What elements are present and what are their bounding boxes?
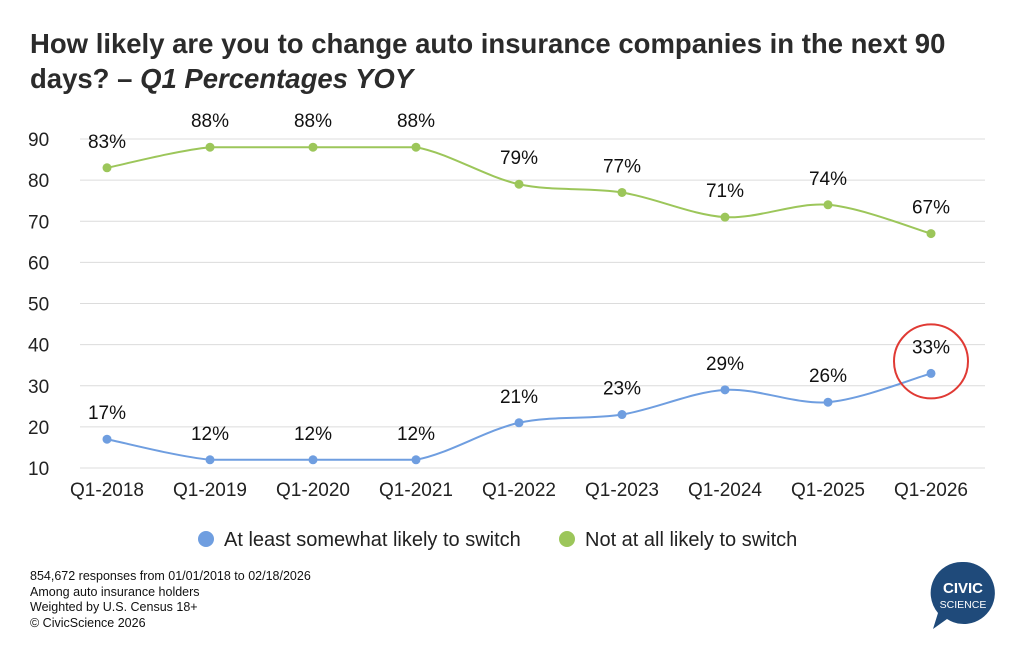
data-label: 88% [191, 111, 229, 132]
data-label: 12% [294, 424, 332, 445]
data-label: 83% [88, 132, 126, 153]
footnote-copyright: © CivicScience 2026 [30, 615, 146, 630]
data-label: 26% [809, 366, 847, 387]
data-label: 88% [294, 111, 332, 132]
y-tick-label: 40 [28, 336, 49, 357]
data-point [617, 410, 627, 420]
grid-lines [80, 138, 985, 469]
civicscience-logo: CIVIC SCIENCE [930, 561, 995, 629]
series-points [102, 142, 936, 465]
data-point [205, 142, 215, 152]
x-axis: Q1-2018 Q1-2019 Q1-2020 Q1-2021 Q1-2022 Q1-20… [70, 480, 968, 501]
legend-label: Not at all likely to switch [585, 529, 797, 551]
logo-speech-bubble [930, 561, 995, 629]
y-axis: 10 20 30 40 50 60 70 80 90 [28, 130, 49, 480]
x-tick-label: Q1-2018 [70, 480, 144, 501]
y-tick-label: 30 [28, 377, 49, 398]
data-label: 23% [603, 379, 641, 400]
y-tick-label: 10 [28, 459, 49, 480]
data-label: 17% [88, 403, 126, 424]
data-point [308, 455, 318, 465]
footnote-population: Among auto insurance holders [30, 584, 200, 599]
data-labels: 17% 12% 12% 12% 21% 23% 29% 26% 33% 83% 88% 88% 88% 7… [88, 111, 950, 445]
y-tick-label: 90 [28, 130, 49, 151]
data-point [823, 200, 833, 210]
data-point [205, 455, 215, 465]
legend-swatch [198, 531, 214, 547]
data-label: 12% [397, 424, 435, 445]
highlight-circle [893, 323, 969, 400]
legend: At least somewhat likely to switch Not at… [198, 529, 797, 551]
data-point [514, 179, 524, 189]
data-point [926, 229, 936, 239]
data-point [308, 142, 318, 152]
line-chart: 10 20 30 40 50 60 70 80 90 Q1-2018 Q1-2019 Q1-2020… [28, 111, 985, 551]
y-tick-label: 80 [28, 171, 49, 192]
data-label: 71% [706, 181, 744, 202]
data-label: 88% [397, 111, 435, 132]
data-point [720, 212, 730, 222]
data-point [411, 142, 421, 152]
chart-title-main: How likely are you to change auto insura… [30, 28, 946, 94]
data-label: 29% [706, 354, 744, 375]
data-point [926, 368, 936, 378]
data-point [617, 187, 627, 197]
legend-label: At least somewhat likely to switch [224, 529, 521, 551]
legend-swatch [559, 531, 575, 547]
x-tick-label: Q1-2023 [585, 480, 659, 501]
data-label: 79% [500, 148, 538, 169]
x-tick-label: Q1-2026 [894, 480, 968, 501]
highlight-annotation [893, 323, 969, 400]
data-label: 77% [603, 156, 641, 177]
y-tick-label: 50 [28, 295, 49, 316]
data-label: 12% [191, 424, 229, 445]
logo-text-civic: CIVIC [943, 580, 983, 597]
x-tick-label: Q1-2019 [173, 480, 247, 501]
chart-title: How likely are you to change auto insura… [30, 26, 1000, 96]
data-point [720, 385, 730, 395]
x-tick-label: Q1-2025 [791, 480, 865, 501]
x-tick-label: Q1-2021 [379, 480, 453, 501]
x-tick-label: Q1-2020 [276, 480, 350, 501]
x-tick-label: Q1-2024 [688, 480, 762, 501]
footnotes: 854,672 responses from 01/01/2018 to 02/… [30, 569, 311, 631]
x-tick-label: Q1-2022 [482, 480, 556, 501]
data-label: 33% [912, 337, 950, 358]
data-point [102, 434, 112, 444]
data-point [514, 418, 524, 428]
data-label: 21% [500, 387, 538, 408]
logo-text-science: SCIENCE [940, 599, 987, 611]
data-point [411, 455, 421, 465]
chart-title-sub: Q1 Percentages YOY [140, 63, 414, 94]
y-tick-label: 20 [28, 418, 49, 439]
data-label: 67% [912, 198, 950, 219]
data-point [823, 397, 833, 407]
y-tick-label: 70 [28, 212, 49, 233]
footnote-responses: 854,672 responses from 01/01/2018 to 02/… [30, 569, 311, 583]
data-label: 74% [809, 169, 847, 190]
footnote-weighting: Weighted by U.S. Census 18+ [30, 600, 198, 614]
y-tick-label: 60 [28, 253, 49, 274]
data-point [102, 163, 112, 173]
